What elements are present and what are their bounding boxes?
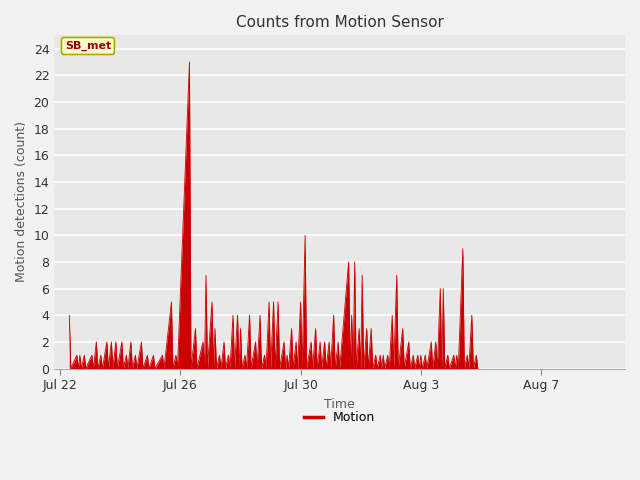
Text: SB_met: SB_met bbox=[65, 41, 111, 51]
Y-axis label: Motion detections (count): Motion detections (count) bbox=[15, 121, 28, 282]
X-axis label: Time: Time bbox=[324, 397, 355, 410]
Legend: Motion: Motion bbox=[299, 406, 380, 429]
Title: Counts from Motion Sensor: Counts from Motion Sensor bbox=[236, 15, 444, 30]
